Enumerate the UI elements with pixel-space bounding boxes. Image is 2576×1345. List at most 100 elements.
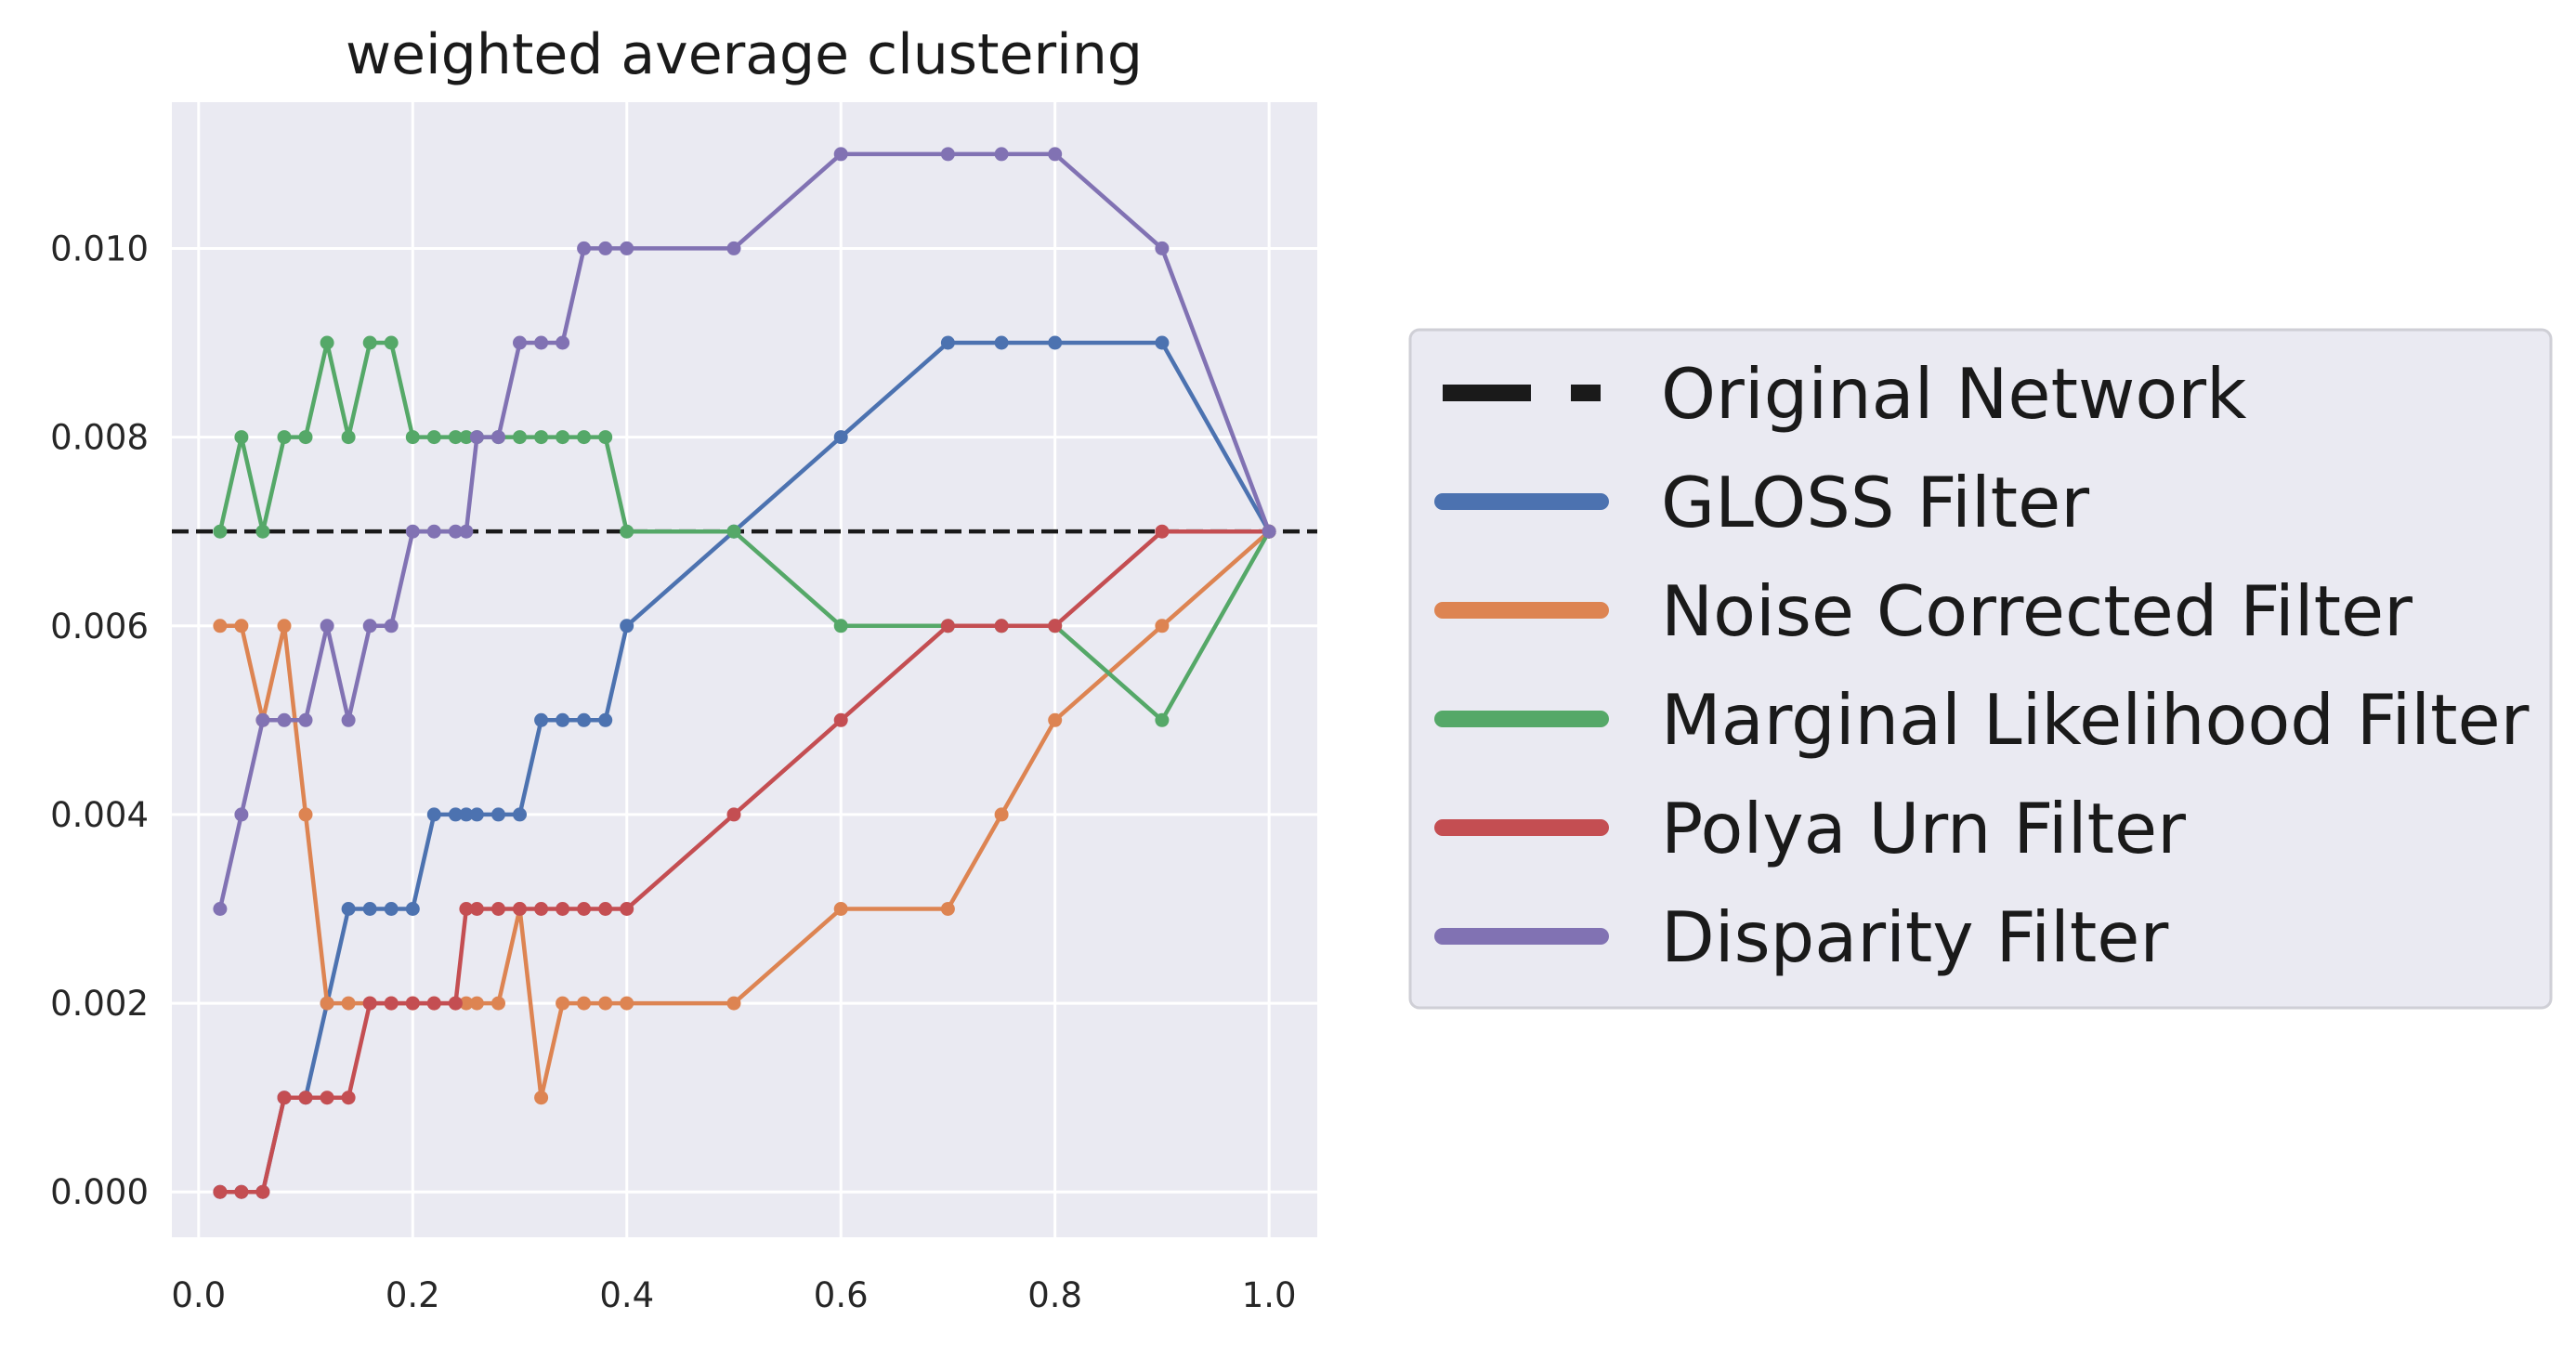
data-point-marginal-likelihood-filter: [426, 430, 441, 445]
data-point-polya-urn-filter: [994, 619, 1009, 633]
data-point-disparity-filter: [320, 619, 334, 633]
data-point-noise-corrected-filter: [469, 996, 484, 1011]
data-point-polya-urn-filter: [598, 902, 613, 916]
data-point-disparity-filter: [1048, 147, 1063, 162]
data-point-noise-corrected-filter: [577, 996, 592, 1011]
data-point-gloss-filter: [940, 335, 955, 350]
data-point-marginal-likelihood-filter: [298, 430, 313, 445]
data-point-marginal-likelihood-filter: [833, 619, 848, 633]
data-point-noise-corrected-filter: [459, 996, 474, 1011]
data-point-gloss-filter: [491, 807, 505, 822]
data-point-disparity-filter: [620, 241, 634, 255]
x-tick-label: 0.0: [171, 1275, 226, 1315]
data-point-marginal-likelihood-filter: [620, 524, 634, 539]
data-point-marginal-likelihood-filter: [255, 524, 270, 539]
data-point-polya-urn-filter: [469, 902, 484, 916]
data-point-noise-corrected-filter: [598, 996, 613, 1011]
x-axis-ticks: 0.0 0.2 0.4 0.6 0.8 1.0: [171, 1275, 1296, 1315]
data-point-gloss-filter: [459, 807, 474, 822]
data-point-gloss-filter: [448, 807, 463, 822]
data-point-disparity-filter: [994, 147, 1009, 162]
series-line-disparity-filter: [217, 151, 1272, 911]
y-tick-label: 0.006: [50, 607, 149, 646]
data-point-disparity-filter: [726, 241, 741, 255]
data-point-polya-urn-filter: [556, 902, 570, 916]
data-point-disparity-filter: [598, 241, 613, 255]
x-tick-label: 0.4: [599, 1275, 654, 1315]
data-point-polya-urn-filter: [405, 996, 420, 1011]
data-point-noise-corrected-filter: [320, 996, 334, 1011]
data-point-noise-corrected-filter: [1048, 712, 1063, 727]
y-tick-label: 0.008: [50, 418, 149, 458]
data-point-noise-corrected-filter: [277, 619, 292, 633]
series-line-noise-corrected-filter: [217, 529, 1272, 1100]
data-point-gloss-filter: [341, 902, 356, 916]
y-axis-ticks: 0.000 0.002 0.004 0.006 0.008 0.010: [50, 229, 149, 1212]
data-point-disparity-filter: [940, 147, 955, 162]
data-point-marginal-likelihood-filter: [726, 524, 741, 539]
data-point-polya-urn-filter: [833, 712, 848, 727]
legend-items: Original Network GLOSS Filter Noise Correc…: [1434, 353, 2530, 978]
data-point-polya-urn-filter: [298, 1090, 313, 1105]
data-point-disparity-filter: [213, 902, 228, 916]
data-point-disparity-filter: [469, 430, 484, 445]
legend-label-gloss-filter: GLOSS Filter: [1661, 462, 2089, 543]
data-point-gloss-filter: [598, 712, 613, 727]
data-point-noise-corrected-filter: [620, 996, 634, 1011]
series-line-polya-urn-filter: [217, 529, 1272, 1195]
data-point-noise-corrected-filter: [726, 996, 741, 1011]
data-point-noise-corrected-filter: [833, 902, 848, 916]
data-point-noise-corrected-filter: [213, 619, 228, 633]
data-point-gloss-filter: [556, 712, 570, 727]
y-tick-label: 0.000: [50, 1172, 149, 1212]
data-point-polya-urn-filter: [513, 902, 527, 916]
data-point-polya-urn-filter: [1048, 619, 1063, 633]
data-point-marginal-likelihood-filter: [448, 430, 463, 445]
data-point-noise-corrected-filter: [491, 996, 505, 1011]
data-point-disparity-filter: [341, 712, 356, 727]
x-tick-label: 1.0: [1242, 1275, 1297, 1315]
data-point-gloss-filter: [362, 902, 377, 916]
data-point-marginal-likelihood-filter: [577, 430, 592, 445]
data-point-noise-corrected-filter: [940, 902, 955, 916]
data-point-gloss-filter: [513, 807, 527, 822]
data-point-noise-corrected-filter: [994, 807, 1009, 822]
data-point-noise-corrected-filter: [341, 996, 356, 1011]
series-polya-urn-filter: [213, 524, 1276, 1199]
data-point-disparity-filter: [833, 147, 848, 162]
data-point-marginal-likelihood-filter: [405, 430, 420, 445]
data-point-marginal-likelihood-filter: [362, 335, 377, 350]
x-tick-label: 0.2: [386, 1275, 440, 1315]
data-point-gloss-filter: [994, 335, 1009, 350]
data-point-disparity-filter: [426, 524, 441, 539]
data-point-polya-urn-filter: [255, 1184, 270, 1199]
data-point-gloss-filter: [577, 712, 592, 727]
x-tick-label: 0.8: [1027, 1275, 1082, 1315]
data-point-disparity-filter: [405, 524, 420, 539]
data-point-polya-urn-filter: [577, 902, 592, 916]
data-point-gloss-filter: [384, 902, 399, 916]
data-point-disparity-filter: [448, 524, 463, 539]
data-point-disparity-filter: [234, 807, 249, 822]
data-point-disparity-filter: [491, 430, 505, 445]
data-point-marginal-likelihood-filter: [534, 430, 549, 445]
data-point-marginal-likelihood-filter: [598, 430, 613, 445]
plot-background: [172, 102, 1317, 1237]
data-point-polya-urn-filter: [362, 996, 377, 1011]
data-point-polya-urn-filter: [459, 902, 474, 916]
data-point-polya-urn-filter: [341, 1090, 356, 1105]
data-point-noise-corrected-filter: [234, 619, 249, 633]
data-point-gloss-filter: [1048, 335, 1063, 350]
legend-label-original-network: Original Network: [1661, 353, 2247, 435]
data-point-disparity-filter: [577, 241, 592, 255]
data-point-disparity-filter: [298, 712, 313, 727]
data-point-polya-urn-filter: [448, 996, 463, 1011]
data-point-gloss-filter: [620, 619, 634, 633]
data-point-disparity-filter: [255, 712, 270, 727]
data-point-polya-urn-filter: [213, 1184, 228, 1199]
x-tick-label: 0.6: [814, 1275, 869, 1315]
data-point-marginal-likelihood-filter: [513, 430, 527, 445]
data-point-disparity-filter: [384, 619, 399, 633]
data-point-gloss-filter: [1155, 335, 1170, 350]
